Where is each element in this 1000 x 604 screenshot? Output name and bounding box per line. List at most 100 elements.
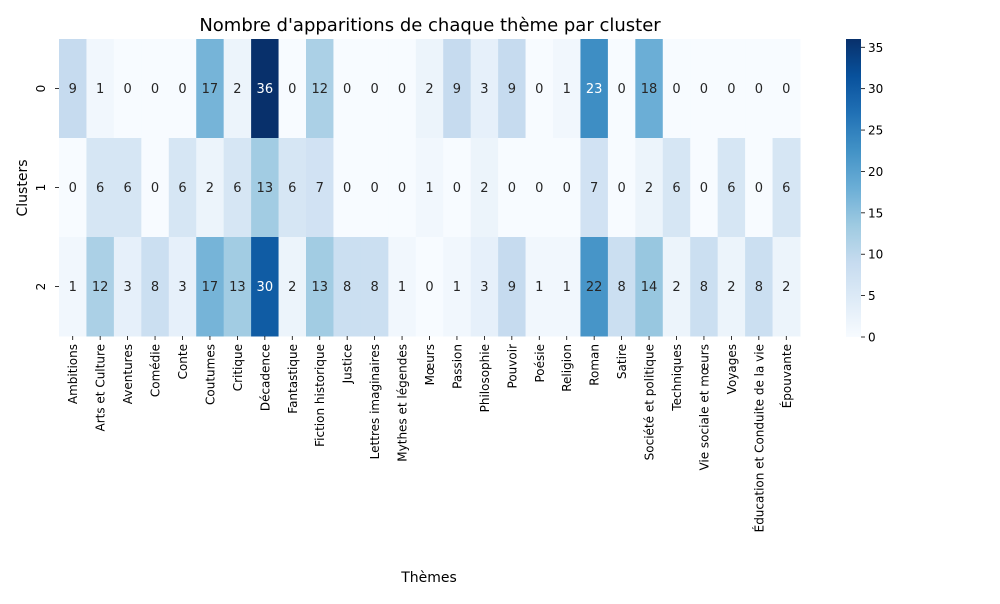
cell-value-label: 2 <box>288 280 296 295</box>
cell-value-label: 6 <box>233 181 241 196</box>
x-tick-label: Vie sociale et mœurs <box>697 344 711 471</box>
heatmap-cell <box>360 39 389 139</box>
heatmap-cell <box>113 237 142 337</box>
colorbar-tick-label: 30 <box>868 82 883 96</box>
cell-value-label: 6 <box>672 181 680 196</box>
heatmap-cell <box>745 138 774 238</box>
heatmap-cell <box>415 138 444 238</box>
x-tick-label: Lettres imaginaires <box>368 344 382 459</box>
cell-value-label: 13 <box>257 181 274 196</box>
x-tick-label: Poésie <box>533 344 547 383</box>
heatmap-cell <box>251 39 280 139</box>
x-tick-label: Ambitions <box>66 344 80 404</box>
x-tick-label: Comédie <box>149 344 163 397</box>
cell-value-label: 17 <box>202 82 219 97</box>
heatmap-cell <box>388 138 417 238</box>
cell-value-label: 0 <box>755 82 763 97</box>
x-tick-label: Mœurs <box>423 344 437 385</box>
heatmap-cell <box>525 138 554 238</box>
cell-value-label: 3 <box>480 280 488 295</box>
cell-value-label: 9 <box>453 82 461 97</box>
heatmap-cell <box>388 39 417 139</box>
cell-value-label: 2 <box>645 181 653 196</box>
cell-value-label: 0 <box>727 82 735 97</box>
heatmap-cell <box>86 138 115 238</box>
heatmap-cell <box>635 237 664 337</box>
cell-value-label: 0 <box>617 181 625 196</box>
cell-value-label: 0 <box>151 181 159 196</box>
cell-value-label: 8 <box>755 280 763 295</box>
x-tick-label: Fantastique <box>286 344 300 414</box>
cell-value-label: 0 <box>425 280 433 295</box>
heatmap-cell <box>443 39 472 139</box>
heatmap-cell <box>717 237 746 337</box>
cell-value-label: 0 <box>700 181 708 196</box>
x-tick-label: Roman <box>588 344 602 386</box>
heatmap-cell <box>141 138 170 238</box>
cell-value-label: 8 <box>617 280 625 295</box>
heatmap-cell <box>717 39 746 139</box>
cell-value-label: 0 <box>123 82 131 97</box>
cell-value-label: 1 <box>453 280 461 295</box>
heatmap-cell <box>306 237 334 337</box>
cell-value-label: 0 <box>343 82 351 97</box>
x-tick-label: Décadence <box>258 344 272 411</box>
heatmap-cell <box>196 138 225 238</box>
heatmap-cell <box>141 39 170 139</box>
heatmap-cell <box>635 39 664 139</box>
heatmap-cell <box>306 138 334 238</box>
heatmap-cell <box>745 39 774 139</box>
heatmap-cell <box>168 138 197 238</box>
heatmap-cell <box>745 237 774 337</box>
x-tick-label: Arts et Culture <box>94 344 108 432</box>
heatmap-cell <box>690 237 719 337</box>
heatmap-cell <box>360 138 389 238</box>
heatmap-cell <box>470 237 499 337</box>
colorbar-tick-label: 20 <box>868 165 883 179</box>
cell-value-label: 12 <box>311 82 328 97</box>
cell-value-label: 30 <box>257 280 274 295</box>
heatmap-cell <box>223 237 252 337</box>
heatmap-cell <box>278 39 307 139</box>
heatmap-cell <box>525 39 554 139</box>
colorbar-tick-label: 5 <box>868 289 876 303</box>
cell-value-label: 0 <box>563 181 571 196</box>
heatmap-cell <box>251 237 280 337</box>
cell-value-label: 0 <box>288 82 296 97</box>
cell-value-label: 0 <box>672 82 680 97</box>
colorbar-tick-label: 10 <box>868 248 883 262</box>
x-tick-label: Mythes et légendes <box>396 344 410 462</box>
heatmap-cell <box>388 237 417 337</box>
x-tick-label: Justice <box>341 344 355 384</box>
heatmap-cell <box>113 138 142 238</box>
cell-value-label: 0 <box>453 181 461 196</box>
y-tick-label: 0 <box>34 85 48 93</box>
y-axis-label: Clusters <box>15 160 31 217</box>
cell-value-label: 1 <box>563 280 571 295</box>
cell-value-label: 9 <box>508 280 516 295</box>
cell-value-label: 0 <box>370 82 378 97</box>
cell-value-label: 0 <box>398 181 406 196</box>
heatmap-cell <box>470 138 499 238</box>
cell-value-label: 7 <box>316 181 324 196</box>
heatmap-cell <box>278 237 307 337</box>
cell-value-label: 0 <box>700 82 708 97</box>
heatmap-cell <box>525 237 554 337</box>
cell-value-label: 6 <box>96 181 104 196</box>
heatmap-cell <box>470 39 499 139</box>
cell-value-label: 7 <box>590 181 598 196</box>
x-tick-label: Épouvante <box>779 344 794 408</box>
cell-value-label: 1 <box>96 82 104 97</box>
cell-value-label: 3 <box>178 280 186 295</box>
heatmap-cell <box>86 39 115 139</box>
x-tick-label: Religion <box>560 344 574 392</box>
heatmap-cells <box>59 39 801 337</box>
heatmap-cell <box>223 138 252 238</box>
x-axis-label: Thèmes <box>400 570 457 586</box>
heatmap-cell <box>415 237 444 337</box>
heatmap-cell <box>223 39 252 139</box>
heatmap-cell <box>251 138 280 238</box>
cell-value-label: 1 <box>425 181 433 196</box>
x-tick-label: Philosophie <box>478 344 492 412</box>
